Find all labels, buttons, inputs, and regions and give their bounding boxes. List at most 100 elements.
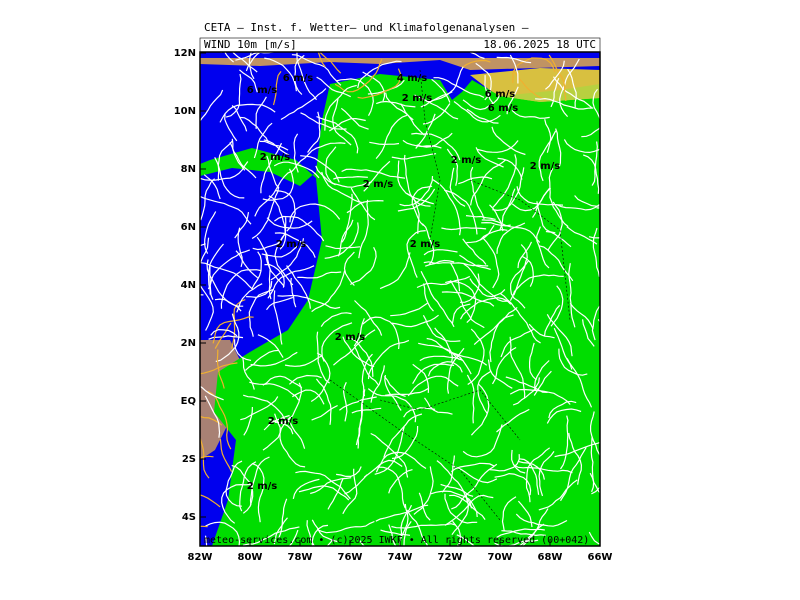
contour-label: 2 m/s — [451, 155, 482, 166]
streamline — [509, 274, 564, 301]
streamline — [200, 455, 214, 459]
lon-label: 80W — [238, 552, 263, 563]
streamline — [390, 302, 428, 317]
streamline — [553, 76, 592, 109]
contour-label: 4 m/s — [397, 73, 428, 84]
streamline — [221, 483, 252, 524]
streamline — [558, 348, 588, 376]
streamline — [592, 227, 600, 277]
streamline — [268, 195, 287, 250]
streamline — [492, 154, 517, 208]
lat-label: EQ — [181, 396, 196, 407]
streamline — [391, 153, 437, 160]
map-area — [200, 52, 600, 546]
streamline — [433, 77, 485, 98]
streamline — [412, 363, 430, 393]
streamline — [274, 232, 294, 286]
streamline — [203, 174, 221, 200]
streamline — [297, 271, 342, 279]
contour-label: 2 m/s — [410, 239, 441, 250]
streamline — [263, 414, 290, 431]
streamline — [375, 114, 408, 159]
streamline — [463, 263, 508, 302]
streamline — [219, 103, 276, 123]
streamline — [548, 54, 567, 102]
streamline — [306, 520, 315, 546]
streamline — [244, 349, 279, 371]
streamline — [200, 161, 249, 181]
streamline — [210, 328, 238, 337]
streamline — [207, 243, 224, 295]
streamline — [315, 165, 372, 188]
streamline — [462, 95, 501, 111]
streamline — [224, 52, 234, 63]
contour-label: 2 m/s — [530, 161, 561, 172]
streamlines — [200, 52, 600, 546]
streamline — [206, 259, 244, 307]
streamline — [375, 451, 427, 473]
streamline — [400, 103, 425, 136]
streamline — [346, 199, 384, 214]
streamline — [204, 395, 221, 438]
streamline — [263, 139, 290, 156]
streamline — [452, 520, 462, 546]
streamline — [229, 142, 257, 179]
streamline — [311, 270, 346, 313]
streamline — [511, 187, 551, 212]
streamline — [214, 157, 245, 199]
streamline — [370, 432, 409, 478]
streamline — [400, 503, 409, 538]
streamline — [290, 142, 346, 173]
streamline — [515, 513, 568, 527]
streamline — [311, 524, 329, 546]
streamline — [470, 166, 485, 220]
streamline — [354, 300, 383, 336]
streamline — [239, 116, 269, 143]
contour-label: 2 m/s — [268, 416, 299, 427]
streamline — [361, 353, 373, 397]
lat-label: 4S — [182, 512, 196, 523]
lon-label: 78W — [288, 552, 313, 563]
streamline — [459, 254, 491, 270]
streamline — [459, 273, 481, 303]
streamline — [243, 406, 253, 436]
streamline — [332, 98, 352, 146]
streamline — [481, 219, 541, 243]
streamline — [596, 207, 600, 209]
streamline — [203, 211, 217, 254]
streamline — [451, 463, 498, 510]
contour-label: 6 m/s — [488, 103, 519, 114]
streamline — [266, 155, 280, 189]
streamline — [217, 140, 233, 181]
streamline — [475, 62, 492, 101]
streamline — [436, 460, 473, 509]
streamline — [535, 97, 594, 110]
streamline — [566, 226, 598, 245]
streamline — [251, 462, 265, 523]
contour-label: 2 m/s — [276, 239, 307, 250]
streamline — [325, 146, 337, 186]
streamline — [444, 493, 478, 524]
streamline — [473, 314, 514, 346]
streamline — [545, 60, 565, 90]
streamline — [509, 336, 526, 399]
streamline — [316, 520, 375, 534]
streamline — [509, 54, 519, 84]
streamline — [251, 186, 280, 240]
streamline — [339, 396, 377, 411]
streamline — [292, 478, 320, 500]
streamline — [200, 294, 204, 296]
streamline — [284, 355, 323, 367]
streamline — [522, 256, 534, 287]
streamline — [450, 262, 461, 292]
streamline — [264, 57, 297, 92]
title: CETA — Inst. f. Wetter— und Klimafolgena… — [204, 21, 529, 34]
streamline — [300, 112, 347, 130]
streamline — [509, 259, 530, 309]
lon-label: 68W — [538, 552, 563, 563]
streamline — [316, 331, 330, 384]
streamline — [430, 490, 478, 518]
streamline — [250, 351, 298, 367]
streamline — [234, 339, 252, 361]
streamline — [547, 201, 563, 251]
